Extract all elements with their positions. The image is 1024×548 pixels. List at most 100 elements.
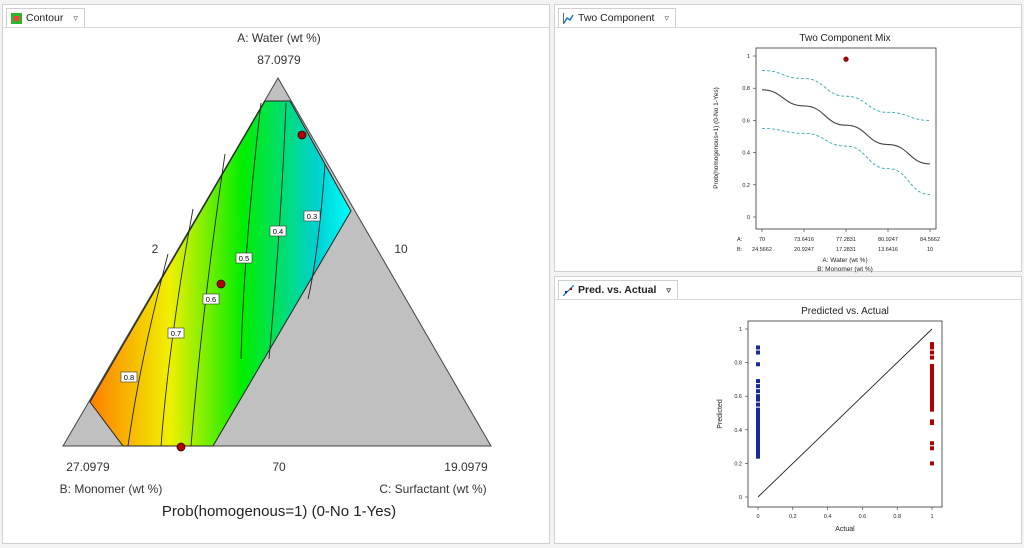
x-tick-label-a: 73.6416 bbox=[794, 237, 814, 243]
scatter-point-actual-1 bbox=[930, 377, 934, 382]
scatter-point-actual-1 bbox=[930, 441, 934, 446]
contour-lines bbox=[127, 102, 326, 447]
tab-menu-icon[interactable]: ▿ bbox=[664, 12, 669, 23]
ci-lower-line bbox=[761, 128, 931, 195]
pred-vs-actual-y-ticks: 0 0.2 0.4 0.6 0.8 1 bbox=[734, 327, 748, 501]
pred-vs-actual-chart: Predicted vs. Actual 0 0.2 0.4 0.6 0.8 1 0 0.2… bbox=[717, 306, 943, 533]
y-tick-label: 0.8 bbox=[734, 361, 742, 367]
scatter-point-actual-1 bbox=[930, 363, 934, 368]
pred-vs-actual-title: Predicted vs. Actual bbox=[801, 306, 889, 317]
scatter-point-actual-1 bbox=[930, 370, 934, 375]
design-point[interactable] bbox=[176, 442, 186, 452]
contour-tabbar: Contour ▿ bbox=[3, 5, 549, 28]
two-component-tabbar: Two Component ▿ bbox=[555, 5, 1021, 28]
y-tick-label: 0.2 bbox=[734, 461, 742, 467]
scatter-point-actual-1 bbox=[930, 355, 934, 360]
x-tick-label: 0.2 bbox=[789, 514, 797, 520]
contour-label-0.7: 0.7 bbox=[171, 329, 181, 338]
y-tick-label: 0.6 bbox=[742, 118, 750, 124]
y-tick-label: 0.4 bbox=[734, 428, 742, 434]
scatter-point-actual-0 bbox=[756, 431, 760, 436]
ci-upper-line bbox=[761, 70, 931, 121]
y-tick-label: 0.6 bbox=[734, 394, 742, 400]
scatter-point-actual-1 bbox=[930, 342, 934, 347]
pred-vs-actual-ylabel: Predicted bbox=[717, 399, 724, 429]
design-point[interactable] bbox=[297, 130, 307, 140]
x-tick-label-a: 84.5662 bbox=[920, 237, 940, 243]
scatter-point-actual-0 bbox=[756, 379, 760, 384]
vertex-right-name: C: Surfactant (wt %) bbox=[379, 482, 486, 496]
scatter-point-actual-1 bbox=[930, 385, 934, 390]
design-points bbox=[176, 130, 307, 452]
x-tick-label-b: 24.5662 bbox=[752, 247, 772, 253]
pred-vs-actual-x-ticks: 0 0.2 0.4 0.6 0.8 1 bbox=[756, 507, 934, 520]
tab-pred-vs-actual[interactable]: Pred. vs. Actual ▿ bbox=[558, 280, 678, 299]
y-tick-label: 0 bbox=[747, 215, 750, 221]
scatter-point-actual-0 bbox=[756, 402, 760, 407]
two-component-chart: Two Component Mix 0 0.2 0.4 0.6 0.8 1 70 24.56… bbox=[713, 33, 940, 273]
contour-line-0.4 bbox=[268, 102, 287, 360]
x-tick-label: 0 bbox=[756, 514, 759, 520]
vertex-left-name: B: Monomer (wt %) bbox=[60, 482, 163, 496]
scatter-point-actual-1 bbox=[930, 382, 934, 387]
contour-label-0.8: 0.8 bbox=[124, 373, 134, 382]
scatter-point-actual-1 bbox=[930, 461, 934, 466]
contour-title: Prob(homogenous=1) (0-No 1-Yes) bbox=[162, 503, 396, 520]
scatter-point-actual-0 bbox=[756, 411, 760, 415]
y-tick-label: 0 bbox=[739, 495, 742, 501]
y-tick-label: 1 bbox=[739, 327, 742, 333]
scatter-point-actual-1 bbox=[930, 421, 934, 426]
tab-contour[interactable]: Contour ▿ bbox=[6, 8, 85, 27]
x-tick-label: 0.6 bbox=[859, 514, 867, 520]
two-component-y-ticks: 0 0.2 0.4 0.6 0.8 1 bbox=[742, 54, 756, 221]
scatter-point-actual-1 bbox=[930, 446, 934, 451]
two-component-x-ticks: 70 24.5662 73.6416 20.9247 77.2831 17.2831 80.… bbox=[752, 229, 940, 253]
scatter-point-actual-1 bbox=[930, 402, 934, 407]
tab-contour-label: Contour bbox=[26, 12, 64, 24]
vertex-left-value: 27.0979 bbox=[66, 460, 110, 474]
two-component-xlabel-a: A: Water (wt %) bbox=[822, 257, 867, 264]
scatter-point-actual-1 bbox=[930, 399, 934, 404]
pred-vs-actual-tabbar: Pred. vs. Actual ▿ bbox=[555, 277, 1021, 300]
tab-pred-vs-actual-label: Pred. vs. Actual bbox=[578, 284, 657, 296]
reference-line bbox=[757, 328, 933, 498]
scatter-point-actual-0 bbox=[756, 444, 760, 449]
scatter-point-actual-0 bbox=[756, 419, 760, 424]
line-chart-icon bbox=[563, 12, 574, 24]
two-component-series bbox=[761, 56, 931, 195]
scatter-point-actual-0 bbox=[756, 350, 760, 355]
scatter-point-actual-0 bbox=[756, 389, 760, 394]
contour-label-0.5: 0.5 bbox=[239, 254, 249, 263]
tab-two-component-label: Two Component bbox=[578, 12, 655, 24]
scatter-point-actual-0 bbox=[756, 384, 760, 389]
x-tick-label: 1 bbox=[930, 514, 933, 520]
tab-two-component[interactable]: Two Component ▿ bbox=[558, 8, 676, 27]
scatter-point-actual-0 bbox=[756, 362, 760, 367]
vertex-top-value: 87.0979 bbox=[257, 53, 301, 67]
scatter-point-actual-0 bbox=[756, 454, 760, 459]
x-tick-label-b: 20.9247 bbox=[794, 247, 814, 253]
contour-line-0.5 bbox=[240, 102, 262, 360]
axis-row-a-label: A: bbox=[737, 237, 743, 243]
contour-pane: Contour ▿ 0.8 0.7 bbox=[2, 4, 550, 544]
x-tick-label-a: 80.9247 bbox=[878, 237, 898, 243]
two-component-xlabel-b: B: Monomer (wt %) bbox=[817, 266, 873, 273]
x-tick-label-a: 77.2831 bbox=[836, 237, 856, 243]
design-point[interactable] bbox=[216, 279, 226, 289]
contour-label-0.4: 0.4 bbox=[273, 227, 283, 236]
tab-menu-icon[interactable]: ▿ bbox=[73, 12, 78, 23]
tab-menu-icon[interactable]: ▿ bbox=[666, 284, 671, 295]
y-tick-label: 0.8 bbox=[742, 86, 750, 92]
vertex-top-name: A: Water (wt %) bbox=[237, 31, 321, 45]
scatter-point-actual-1 bbox=[930, 345, 934, 350]
x-tick-label-b: 10 bbox=[927, 247, 933, 253]
scatter-point-actual-0 bbox=[756, 441, 760, 446]
scatter-point-actual-1 bbox=[930, 367, 934, 372]
x-tick-label: 0.4 bbox=[824, 514, 832, 520]
x-tick-label: 0.8 bbox=[893, 514, 901, 520]
edge-left-label: 2 bbox=[152, 242, 159, 256]
scatter-point-actual-0 bbox=[756, 434, 760, 439]
scatter-point-actual-0 bbox=[756, 345, 760, 350]
pred-vs-actual-series bbox=[756, 328, 934, 498]
scatter-point-actual-1 bbox=[930, 390, 934, 395]
